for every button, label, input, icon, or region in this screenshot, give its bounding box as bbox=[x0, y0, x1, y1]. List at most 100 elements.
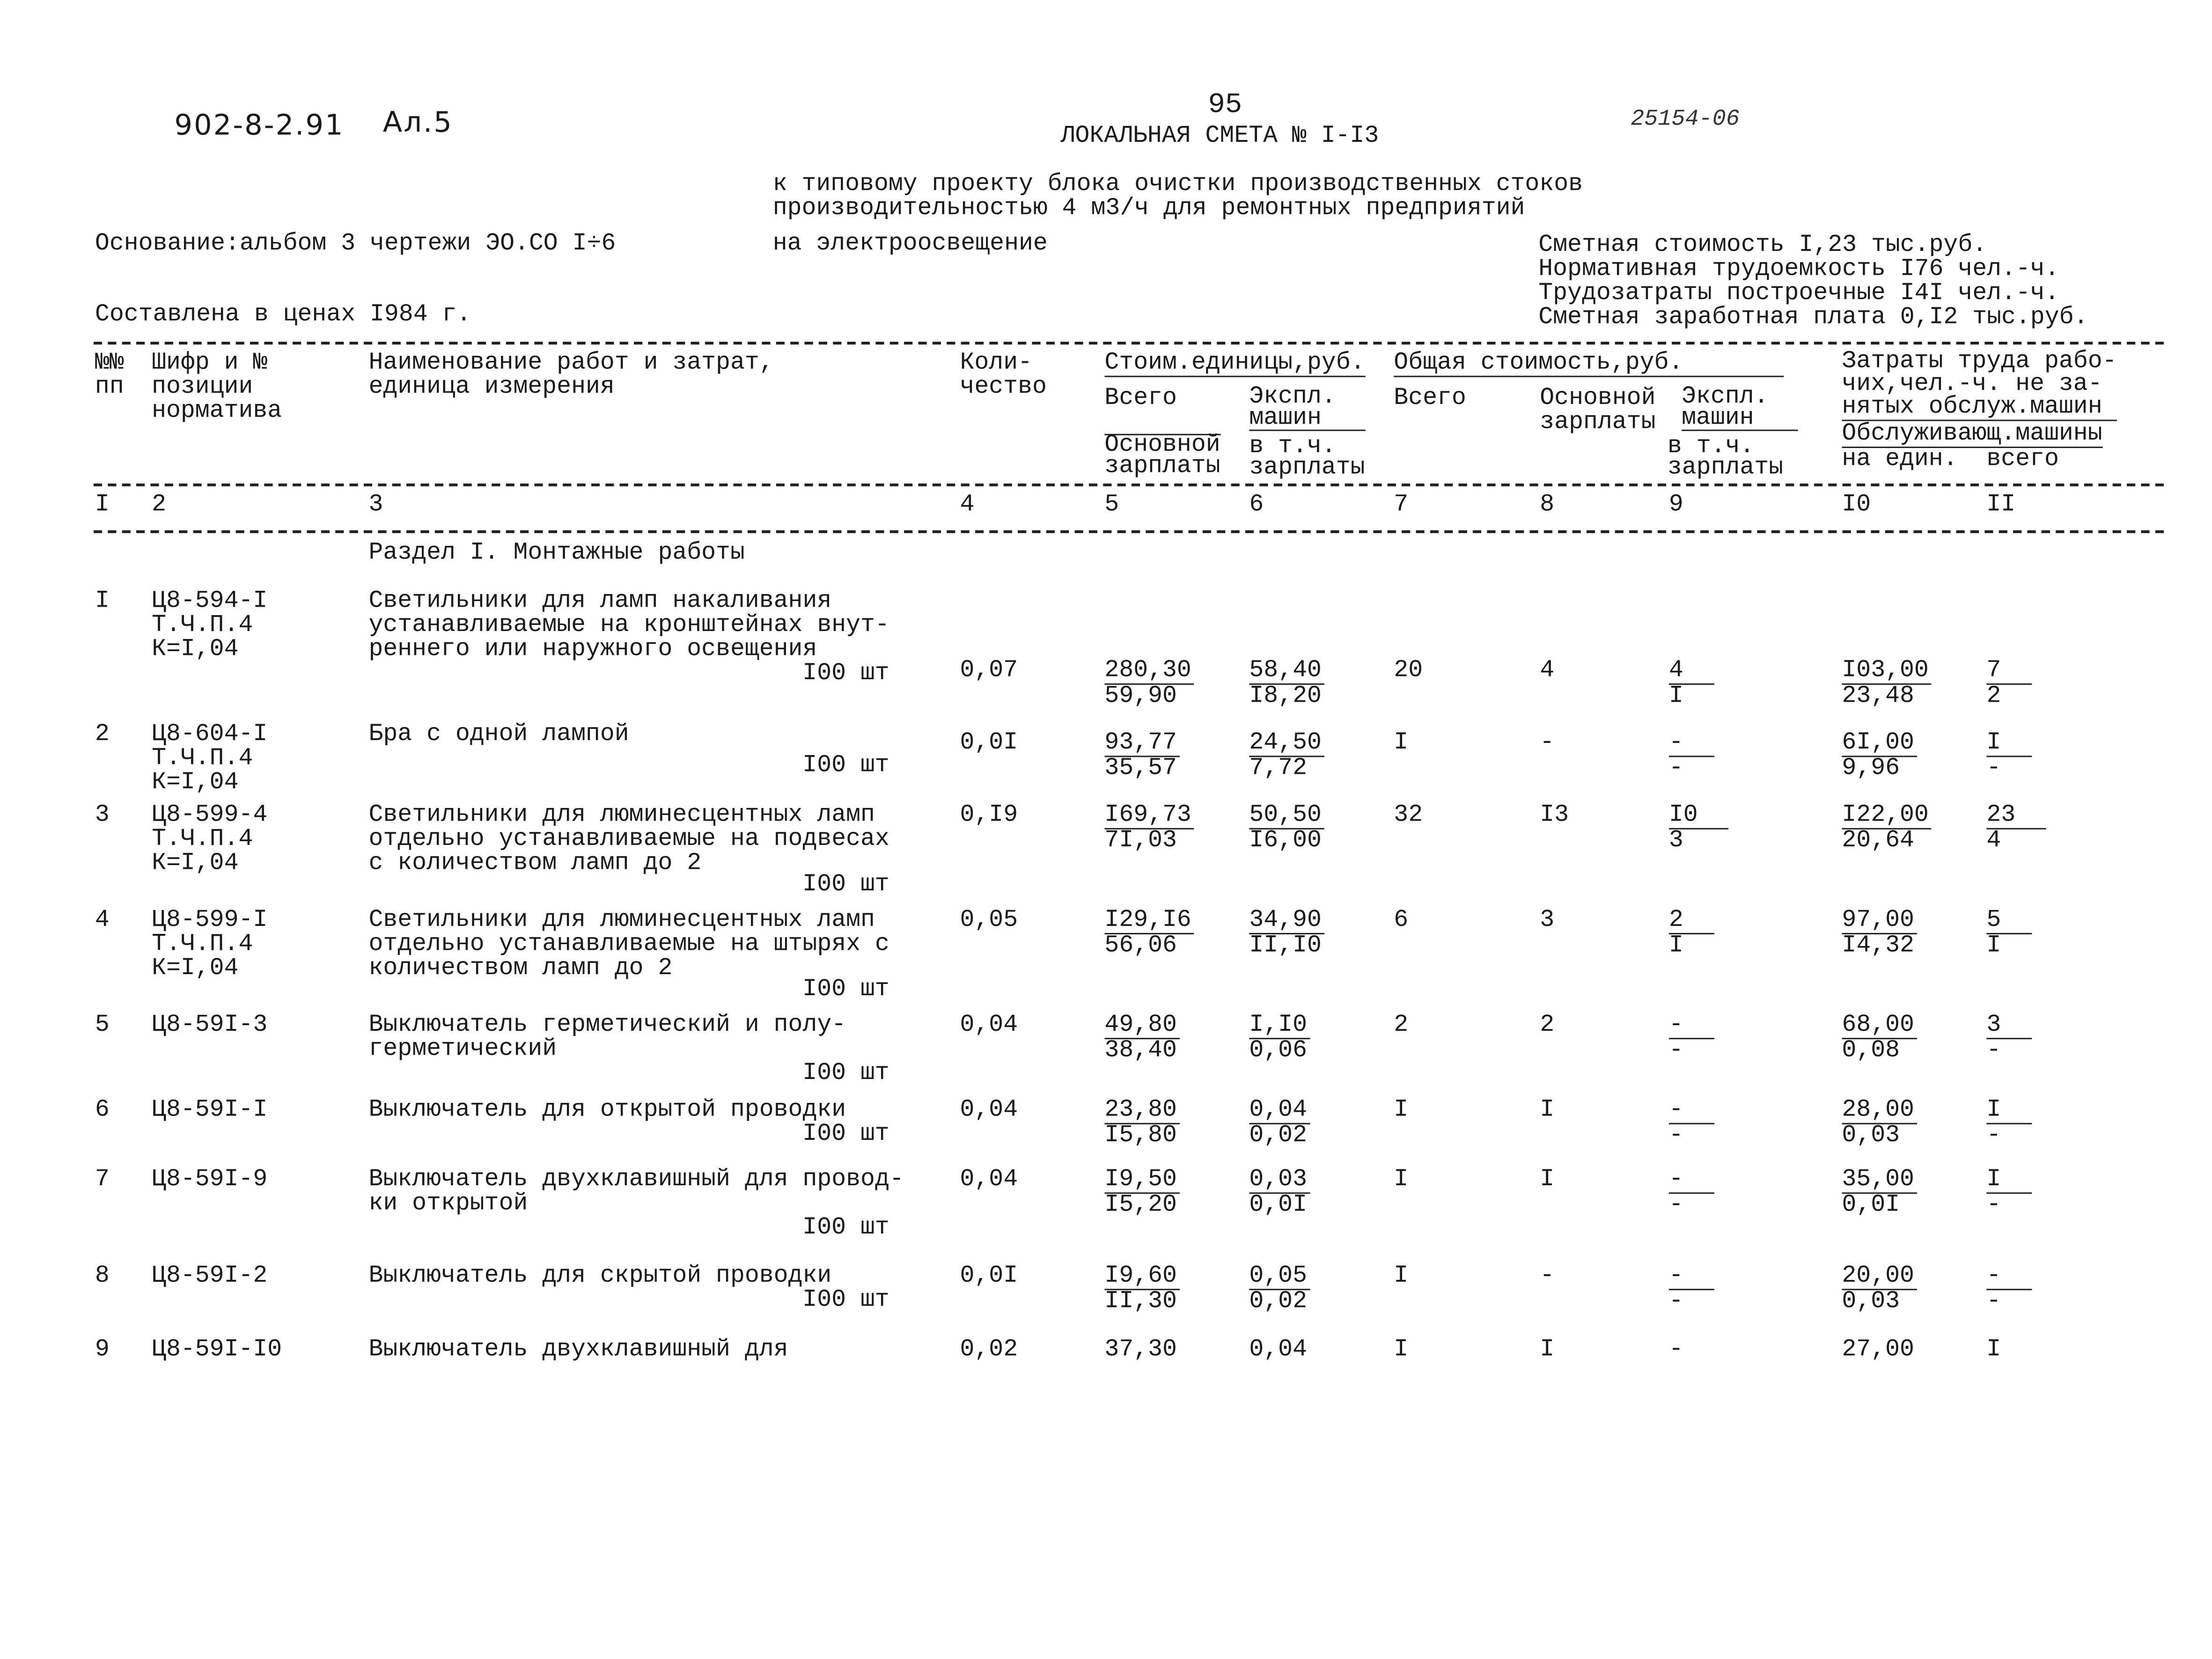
labor-per-unit: 27,00 bbox=[1842, 1338, 1914, 1362]
work-name: с количеством ламп до 2 bbox=[368, 851, 702, 878]
total-machine-cost-bottom: - bbox=[1668, 1123, 1683, 1150]
divider bbox=[93, 483, 2164, 486]
total-cost: I bbox=[1394, 1263, 1409, 1291]
unit-cost: I9,50 I5,20 bbox=[1104, 1168, 1180, 1218]
norm-code: Ц8-59I-I bbox=[152, 1097, 268, 1124]
total-base-wage: - bbox=[1540, 1263, 1555, 1291]
labor-per-unit: I22,00 20,64 bbox=[1842, 804, 1932, 855]
unit-cost: I29,I6 56,06 bbox=[1104, 909, 1194, 958]
column-number: 8 bbox=[1540, 492, 1555, 519]
header-qty: Коли- чество bbox=[960, 350, 1047, 402]
row-number: 6 bbox=[95, 1097, 110, 1124]
work-name: реннего или наружного освещения bbox=[368, 636, 817, 664]
norm-code: Т.Ч.П.4 bbox=[152, 612, 253, 639]
labor-per-unit: 68,00 0,08 bbox=[1842, 1014, 1917, 1064]
labor-per-unit-bottom: 23,48 bbox=[1842, 683, 1914, 711]
quantity: 0,02 bbox=[960, 1337, 1018, 1364]
labor-total-bottom: 4 bbox=[1986, 828, 2001, 855]
album-label: Ал.5 bbox=[382, 105, 453, 139]
header-c7: Всего bbox=[1394, 385, 1466, 413]
row-number: 8 bbox=[95, 1263, 110, 1291]
labor-per-unit-top: 6I,00 bbox=[1842, 732, 1917, 757]
unit-cost-top: I69,73 bbox=[1104, 804, 1194, 830]
quantity: 0,04 bbox=[960, 1012, 1018, 1040]
labor-per-unit-bottom: 0,08 bbox=[1842, 1038, 1900, 1065]
labor-per-unit: 20,00 0,03 bbox=[1842, 1265, 1917, 1314]
norm-code: Ц8-59I-9 bbox=[152, 1167, 268, 1194]
header-labor: Затраты труда рабо- чих,чел.-ч. не за- н… bbox=[1842, 349, 2117, 421]
summary-labor-construction: Трудозатраты построечные I4I чел.-ч. bbox=[1538, 280, 2059, 308]
unit-machine-cost-bottom: 0,02 bbox=[1249, 1289, 1307, 1316]
unit-machine-cost-bottom: 7,72 bbox=[1249, 756, 1307, 783]
labor-total-top: I bbox=[1986, 1337, 2001, 1364]
total-cost: I bbox=[1394, 730, 1409, 757]
labor-per-unit-top: 35,00 bbox=[1842, 1168, 1917, 1194]
total-cost: 6 bbox=[1394, 907, 1409, 934]
unit-machine-cost-bottom: I8,20 bbox=[1249, 683, 1322, 711]
unit: I00 шт bbox=[802, 661, 889, 688]
labor-total-top: I bbox=[1986, 1168, 2032, 1194]
labor-total-bottom: I bbox=[1986, 932, 2001, 960]
labor-per-unit-bottom: 20,64 bbox=[1842, 828, 1914, 855]
row-number: 5 bbox=[95, 1012, 110, 1040]
labor-total-top: 5 bbox=[1986, 909, 2032, 934]
unit-cost: 280,30 59,90 bbox=[1104, 659, 1194, 709]
norm-code: Т.Ч.П.4 bbox=[152, 746, 253, 773]
labor-total: I- bbox=[1986, 1099, 2032, 1148]
total-base-wage: 3 bbox=[1540, 907, 1555, 934]
work-name: Выключатель для открытой проводки bbox=[368, 1097, 846, 1124]
header-c5-top: Всего bbox=[1104, 385, 1177, 413]
work-name: Бра с одной лампой bbox=[368, 721, 629, 749]
labor-per-unit: I03,00 23,48 bbox=[1842, 659, 1932, 711]
work-name: Выключатель для скрытой проводки bbox=[368, 1263, 832, 1291]
unit-machine-cost-bottom: II,I0 bbox=[1249, 932, 1322, 960]
row-number: 9 bbox=[95, 1337, 110, 1364]
summary-labor-normative: Нормативная трудоемкость I76 чел.-ч. bbox=[1538, 257, 2059, 284]
unit-machine-cost: 24,50 7,72 bbox=[1249, 732, 1324, 781]
document-title: ЛОКАЛЬНАЯ СМЕТА № I-I3 bbox=[1060, 123, 1379, 151]
work-name: отдельно устанавливаемые на штырях с bbox=[368, 931, 889, 959]
unit-cost-top: 280,30 bbox=[1104, 659, 1194, 685]
header-code: Шифр и № позиции норматива bbox=[152, 350, 282, 426]
labor-per-unit-bottom: 0,0I bbox=[1842, 1192, 1900, 1219]
norm-code: К=I,04 bbox=[152, 636, 239, 664]
total-machine-cost: - bbox=[1669, 1338, 1683, 1362]
labor-total-top: I bbox=[1986, 1099, 2032, 1124]
work-name: Выключатель двухклавишный для bbox=[368, 1337, 788, 1364]
total-machine-cost-top: - bbox=[1668, 1265, 1715, 1291]
page-number: 95 bbox=[1208, 89, 1242, 122]
row-number: 2 bbox=[95, 721, 110, 749]
total-machine-cost-top: - bbox=[1668, 1337, 1683, 1364]
unit-machine-cost-top: 0,03 bbox=[1249, 1168, 1310, 1194]
total-machine-cost-top: I0 bbox=[1668, 804, 1729, 830]
unit-cost: I9,60 II,30 bbox=[1104, 1265, 1180, 1314]
labor-total: -- bbox=[1986, 1265, 2032, 1314]
prices-text: Составлена в ценах I984 г. bbox=[95, 302, 471, 329]
divider bbox=[93, 341, 2164, 345]
quantity: 0,07 bbox=[960, 658, 1018, 685]
unit-cost: 23,80 I5,80 bbox=[1104, 1099, 1180, 1148]
total-machine-cost-top: - bbox=[1668, 1014, 1715, 1040]
unit: I00 шт bbox=[802, 1287, 889, 1314]
labor-total-top: - bbox=[1986, 1265, 2032, 1291]
norm-code: Т.Ч.П.4 bbox=[152, 826, 253, 854]
unit-machine-cost-bottom: I6,00 bbox=[1249, 828, 1322, 855]
labor-total: I bbox=[1986, 1338, 2001, 1362]
total-machine-cost-bottom: - bbox=[1668, 1038, 1683, 1065]
unit-machine-cost-top: 0,04 bbox=[1249, 1099, 1310, 1124]
total-machine-cost-bottom: - bbox=[1668, 756, 1683, 783]
row-number: 3 bbox=[95, 802, 110, 830]
work-name: устанавливаемые на кронштейнах внут- bbox=[368, 612, 889, 639]
labor-per-unit-top: 27,00 bbox=[1842, 1337, 1914, 1364]
labor-per-unit-top: 20,00 bbox=[1842, 1265, 1917, 1291]
unit-machine-cost: 0,05 0,02 bbox=[1249, 1265, 1310, 1314]
labor-per-unit-top: I22,00 bbox=[1842, 804, 1932, 830]
norm-code: Ц8-604-I bbox=[152, 721, 268, 749]
labor-per-unit: 97,00 I4,32 bbox=[1842, 909, 1917, 958]
total-cost: 2 bbox=[1394, 1012, 1409, 1040]
header-name: Наименование работ и затрат, единица изм… bbox=[368, 350, 774, 402]
quantity: 0,04 bbox=[960, 1167, 1018, 1194]
unit-cost-top: 93,77 bbox=[1104, 732, 1180, 757]
total-base-wage: 2 bbox=[1540, 1012, 1555, 1040]
labor-per-unit-bottom: 9,96 bbox=[1842, 756, 1900, 783]
